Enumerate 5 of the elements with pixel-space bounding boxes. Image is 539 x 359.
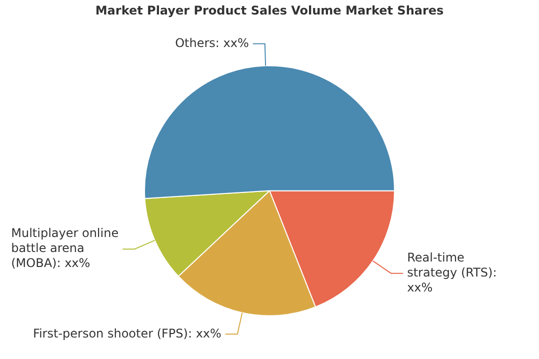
- chart-title: Market Player Product Sales Volume Market Shares: [95, 3, 444, 18]
- slice-label: First-person shooter (FPS): xx%: [32, 326, 222, 340]
- slice-label: Others: xx%: [175, 36, 249, 50]
- slice-label: Multiplayer online battle arena (MOBA): xx%: [11, 226, 119, 270]
- slice-label: Real-time strategy (RTS): xx%: [407, 250, 497, 294]
